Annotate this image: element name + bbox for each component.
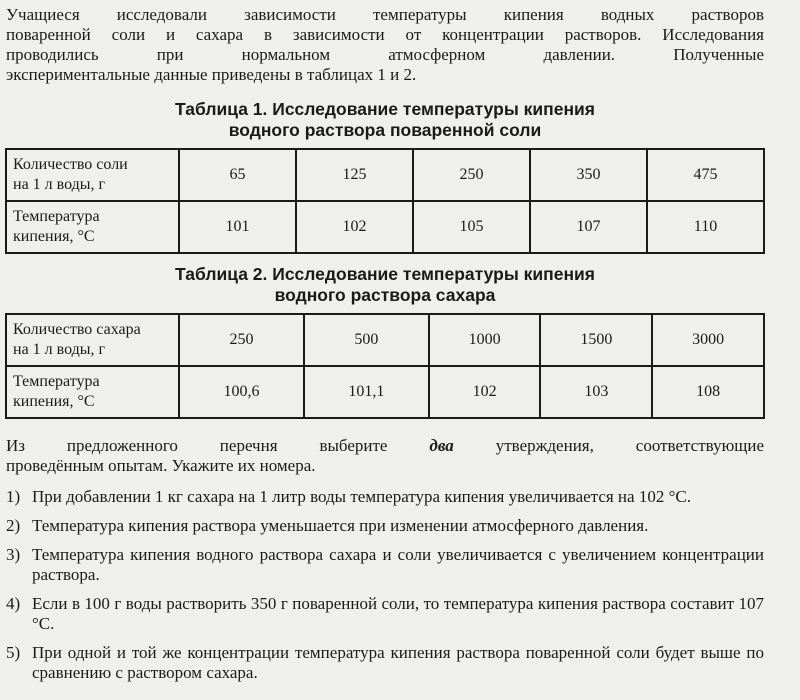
cell: 125 <box>295 148 414 202</box>
cell: 475 <box>646 148 765 202</box>
intro-line: поваренной соли и сахара в зависимости о… <box>6 25 764 44</box>
table-row: Температура кипения, °С 100,6 101,1 102 1… <box>5 365 765 419</box>
cell: 350 <box>529 148 648 202</box>
table2-title-line2: водного раствора сахара <box>274 285 496 305</box>
table2-title-line1: Таблица 2. Исследование температуры кипе… <box>174 264 595 284</box>
row-header: Количество соли на 1 л воды, г <box>5 148 180 202</box>
cell: 102 <box>427 365 542 419</box>
list-item: 5) При одной и той же концентрации темпер… <box>6 643 764 682</box>
cell: 100,6 <box>178 365 305 419</box>
cell: 250 <box>412 148 531 202</box>
row-header: Температура кипения, °С <box>5 200 180 254</box>
cell: 250 <box>178 313 305 367</box>
cell: 3000 <box>651 313 765 367</box>
question-line1: Из предложенного перечня выберите два ут… <box>6 436 765 455</box>
intro-paragraph: Учащиеся исследовали зависимости темпера… <box>6 5 764 85</box>
table1-title: Таблица 1. Исследование температуры кипе… <box>0 99 770 141</box>
table-row: Температура кипения, °С 101 102 105 107 1… <box>5 200 765 254</box>
options-list: 1) При добавлении 1 кг сахара на 1 литр в… <box>6 487 764 692</box>
intro-line: проводились при нормальном атмосферном д… <box>6 45 764 64</box>
question: Из предложенного перечня выберите два ут… <box>6 436 764 476</box>
row-header: Температура кипения, °С <box>5 365 180 419</box>
table2-title: Таблица 2. Исследование температуры кипе… <box>0 264 770 306</box>
table1-title-line2: водного раствора поваренной соли <box>228 120 542 140</box>
list-item: 1) При добавлении 1 кг сахара на 1 литр в… <box>6 487 691 506</box>
question-line2: проведённым опытам. Укажите их номера. <box>6 456 316 475</box>
cell: 65 <box>178 148 297 202</box>
intro-line: Учащиеся исследовали зависимости темпера… <box>6 5 764 24</box>
table1-salt: Количество соли на 1 л воды, г 65 125 250… <box>5 148 765 254</box>
cell: 105 <box>412 200 531 254</box>
cell: 101 <box>178 200 297 254</box>
cell: 108 <box>651 365 765 419</box>
cell: 500 <box>302 313 430 367</box>
row-header: Количество сахара на 1 л воды, г <box>5 313 180 367</box>
table-row: Количество соли на 1 л воды, г 65 125 250… <box>5 148 765 202</box>
cell: 110 <box>646 200 765 254</box>
cell: 1500 <box>539 313 654 367</box>
cell: 1000 <box>427 313 542 367</box>
question-emphasis: два <box>429 436 454 455</box>
table-row: Количество сахара на 1 л воды, г 250 500 … <box>5 313 765 367</box>
cell: 103 <box>539 365 654 419</box>
cell: 101,1 <box>302 365 430 419</box>
list-item: 2) Температура кипения раствора уменьшает… <box>6 516 649 535</box>
list-item: 3) Температура кипения водного раствора с… <box>6 545 764 584</box>
table1-title-line1: Таблица 1. Исследование температуры кипе… <box>174 99 595 119</box>
table2-sugar: Количество сахара на 1 л воды, г 250 500 … <box>5 313 765 419</box>
list-item: 4) Если в 100 г воды растворить 350 г пов… <box>6 594 764 633</box>
intro-line: экспериментальные данные приведены в таб… <box>6 65 417 84</box>
cell: 102 <box>295 200 414 254</box>
cell: 107 <box>529 200 648 254</box>
